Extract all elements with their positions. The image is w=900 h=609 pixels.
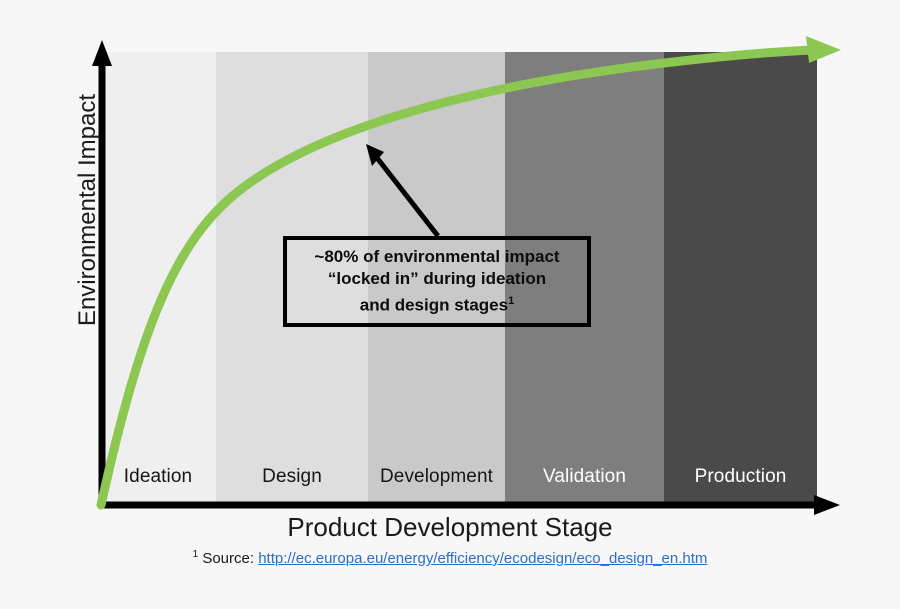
stage-label-production: Production — [694, 466, 787, 487]
annotation-callout: ~80% of environmental impact “locked in”… — [283, 236, 591, 327]
footnote-source-link[interactable]: http://ec.europa.eu/energy/efficiency/ec… — [258, 550, 708, 567]
footnote: 1 Source: http://ec.europa.eu/energy/eff… — [0, 549, 900, 567]
stage-band-ideation: Ideation — [100, 52, 216, 505]
footnote-label: Source: — [202, 550, 255, 567]
stage-label-ideation: Ideation — [123, 466, 193, 487]
stage-label-validation: Validation — [542, 466, 627, 487]
stage-label-design: Design — [262, 466, 322, 487]
y-axis-title: Environmental Impact — [74, 93, 101, 327]
annotation-footnote-marker: 1 — [508, 295, 515, 308]
annotation-line-3: and design stages1 — [360, 290, 514, 317]
annotation-line-1: ~80% of environmental impact — [314, 247, 560, 267]
x-axis-title: Product Development Stage — [287, 512, 613, 542]
annotation-line-3-text: and design stages — [359, 295, 509, 315]
annotation-line-2: “locked in” during ideation — [327, 269, 547, 289]
stage-label-development: Development — [379, 466, 494, 487]
stage-band-production: Production — [664, 52, 817, 505]
footnote-marker: 1 — [192, 549, 199, 560]
